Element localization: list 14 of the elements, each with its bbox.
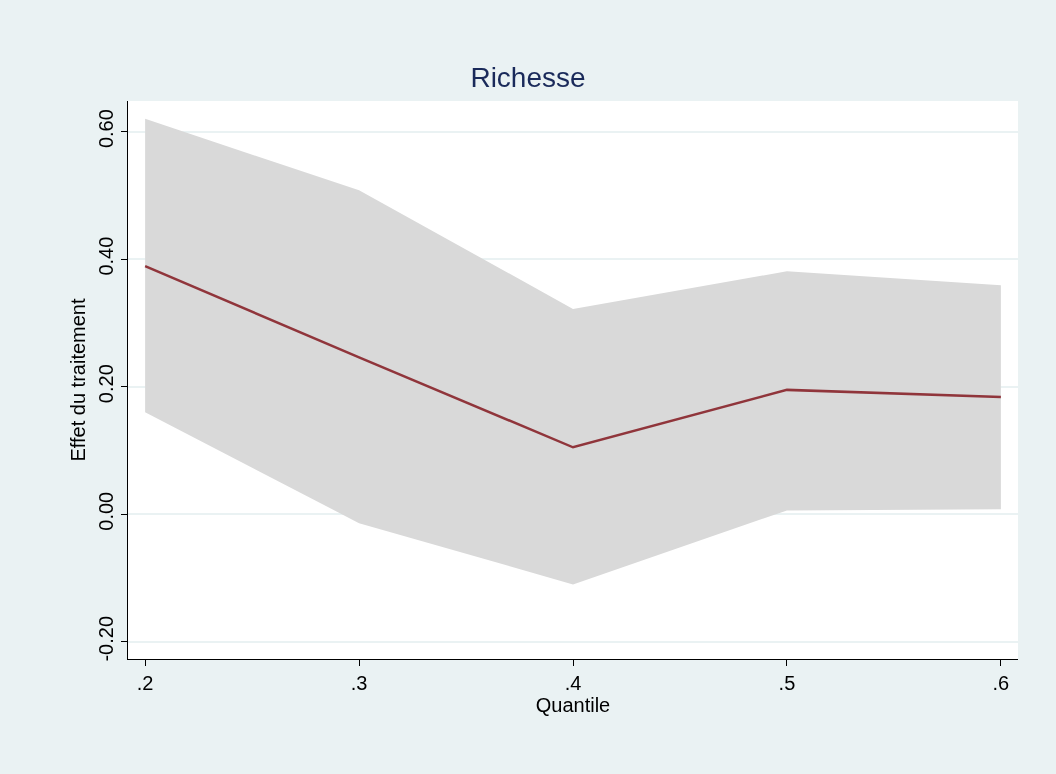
x-tick-label: .5 <box>778 672 796 694</box>
x-tick-label: .2 <box>136 672 154 694</box>
y-tick-label: 0.00 <box>95 491 117 531</box>
x-tick-label: .6 <box>992 672 1010 694</box>
y-axis-title: Effet du traitement <box>66 298 89 462</box>
x-tick-label: .4 <box>564 672 582 694</box>
x-axis-title: Quantile <box>535 694 611 716</box>
y-tick-label: 0.40 <box>95 236 117 276</box>
y-tick-label: 0.60 <box>95 109 117 149</box>
y-tick-label: -0.20 <box>95 615 117 662</box>
x-tick-label: .3 <box>350 672 368 694</box>
chart-title: Richesse <box>470 62 586 94</box>
line-series <box>143 264 1003 449</box>
y-tick-label: 0.20 <box>95 364 117 404</box>
